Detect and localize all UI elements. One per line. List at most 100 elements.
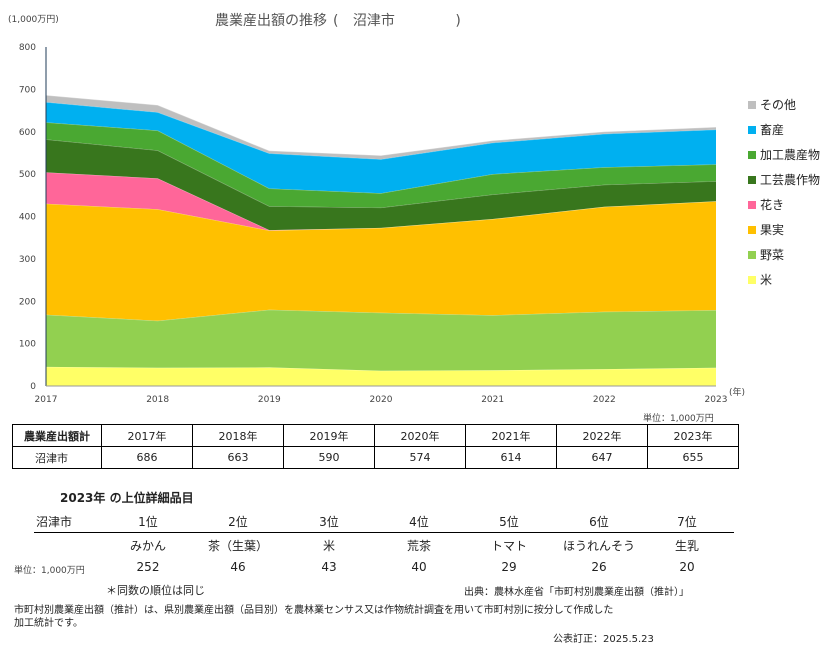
ranking-value: 43 — [321, 560, 337, 574]
legend-swatch — [748, 200, 756, 209]
ranking-value: 26 — [591, 560, 607, 574]
totals-header-label: 農業産出額計 — [12, 424, 102, 447]
totals-row-label: 沼津市 — [12, 446, 102, 469]
area-series-edge-7 — [45, 94, 717, 157]
ranking-item: 米 — [322, 539, 335, 553]
ranking-item: みかん — [129, 539, 166, 553]
totals-header-row: 農業産出額計 2017年 2018年 2019年 2020年 2021年 202… — [12, 424, 739, 447]
area-series-0 — [46, 366, 716, 386]
y-tick-label: 200 — [19, 297, 36, 307]
note-source: 出典：農林水産省「市町村別農業産出額（推計）」 — [464, 587, 689, 598]
note-revision: 公表訂正：2025.5.23 — [553, 634, 654, 645]
chart-title: 農業産出額の推移 ( 沼津市 ) — [215, 10, 461, 30]
chart-title-paren-close: ) — [455, 13, 461, 29]
totals-value-2019: 590 — [283, 446, 375, 469]
x-tick-label: 2018 — [146, 395, 169, 405]
legend-item: 工芸農作物 — [748, 171, 820, 188]
area-series-1 — [46, 309, 716, 371]
legend-label: 畜産 — [760, 123, 785, 137]
x-tick-label: 2023 — [705, 395, 728, 405]
legend-item: 畜産 — [748, 121, 784, 138]
legend-label: 加工農産物 — [760, 148, 821, 162]
legend-label: 米 — [760, 273, 773, 287]
y-tick-label: 300 — [19, 255, 36, 265]
y-tick-label: 800 — [19, 43, 36, 53]
totals-year-2017: 2017年 — [101, 424, 193, 447]
legend-item: 果実 — [748, 221, 784, 238]
legend-swatch — [748, 250, 756, 259]
legend-label: 野菜 — [760, 248, 785, 262]
x-tick-label: 2021 — [481, 395, 504, 405]
totals-value-2018: 663 — [192, 446, 284, 469]
legend-label: 果実 — [760, 223, 785, 237]
chart-title-paren-open: ( — [333, 13, 339, 29]
y-tick-label: 700 — [19, 85, 36, 95]
legend-swatch — [748, 100, 756, 109]
totals-value-2021: 614 — [465, 446, 557, 469]
ranking-value: 40 — [411, 560, 427, 574]
chart-title-city: 沼津市 — [352, 13, 395, 29]
ranking-rank: 4位 — [409, 515, 429, 529]
totals-value-2020: 574 — [374, 446, 466, 469]
ranking-rank: 5位 — [499, 515, 519, 529]
ranking-item: 生乳 — [674, 539, 699, 553]
area-series-5 — [46, 122, 716, 208]
chart-unit-note: 単位：1,000万円 — [643, 414, 714, 424]
x-tick-label: 2020 — [370, 395, 393, 405]
ranking-rank: 1位 — [138, 515, 158, 529]
legend-item: 加工農産物 — [748, 146, 820, 163]
area-series-7 — [46, 95, 716, 160]
ranking-item: 荒茶 — [406, 539, 431, 553]
ranking-value: 29 — [501, 560, 517, 574]
note-description-line1: 市町村別農業産出額（推計）は、県別農業産出額（品目別）を農林業センサス又は作物統… — [14, 605, 614, 616]
totals-year-2020: 2020年 — [374, 424, 466, 447]
legend-swatch — [748, 150, 756, 159]
chart-title-main: 農業産出額の推移 — [215, 13, 327, 29]
totals-value-2017: 686 — [101, 446, 193, 469]
legend-item: 米 — [748, 271, 772, 288]
totals-year-2023: 2023年 — [647, 424, 739, 447]
legend-label: 工芸農作物 — [760, 173, 821, 187]
y-tick-label: 100 — [19, 340, 36, 350]
totals-table: 農業産出額計 2017年 2018年 2019年 2020年 2021年 202… — [12, 424, 739, 469]
area-series-6 — [46, 102, 716, 194]
area-series-2 — [46, 201, 716, 321]
ranking-rank: 3位 — [319, 515, 339, 529]
legend-swatch — [748, 225, 756, 234]
ranking-rank: 6位 — [589, 515, 609, 529]
y-tick-label: 600 — [19, 128, 36, 138]
x-tick-label: 2022 — [593, 395, 616, 405]
totals-year-2018: 2018年 — [192, 424, 284, 447]
totals-year-2021: 2021年 — [465, 424, 557, 447]
legend-swatch — [748, 275, 756, 284]
ranking-rank: 2位 — [228, 515, 248, 529]
note-description-line2: 加工統計です。 — [14, 618, 83, 629]
ranking-item: トマト — [490, 539, 527, 553]
legend-item: その他 — [748, 96, 796, 113]
ranking-title: 2023年 の上位詳細品目 — [60, 491, 194, 505]
ranking-value: 20 — [679, 560, 695, 574]
ranking-city: 沼津市 — [36, 515, 73, 529]
y-tick-label: 400 — [19, 213, 36, 223]
stacked-area-chart: 0 100 200 300 400 500 600 700 800 2017 2018 2019 202… — [19, 43, 728, 405]
legend-item: 花き — [748, 196, 784, 213]
note-same-rank: ＊同数の順位は同じ — [106, 584, 205, 597]
ranking-item: 茶（生葉） — [207, 539, 268, 553]
ranking-value: 46 — [230, 560, 246, 574]
y-tick-label: 0 — [30, 382, 36, 392]
y-axis-unit: (1,000万円) — [8, 15, 59, 25]
area-series-3 — [46, 172, 716, 231]
area-series-4 — [46, 139, 716, 231]
totals-year-2022: 2022年 — [556, 424, 648, 447]
legend-swatch — [748, 175, 756, 184]
ranking-rank: 7位 — [677, 515, 697, 529]
ranking-item: ほうれんそう — [562, 539, 635, 553]
x-tick-label: 2017 — [35, 395, 58, 405]
ranking-value: 252 — [136, 560, 160, 574]
y-tick-label: 500 — [19, 170, 36, 180]
x-axis-unit: (年) — [729, 388, 746, 398]
ranking-unit: 単位：1,000万円 — [14, 566, 85, 576]
totals-value-2023: 655 — [647, 446, 739, 469]
totals-value-2022: 647 — [556, 446, 648, 469]
totals-year-2019: 2019年 — [283, 424, 375, 447]
